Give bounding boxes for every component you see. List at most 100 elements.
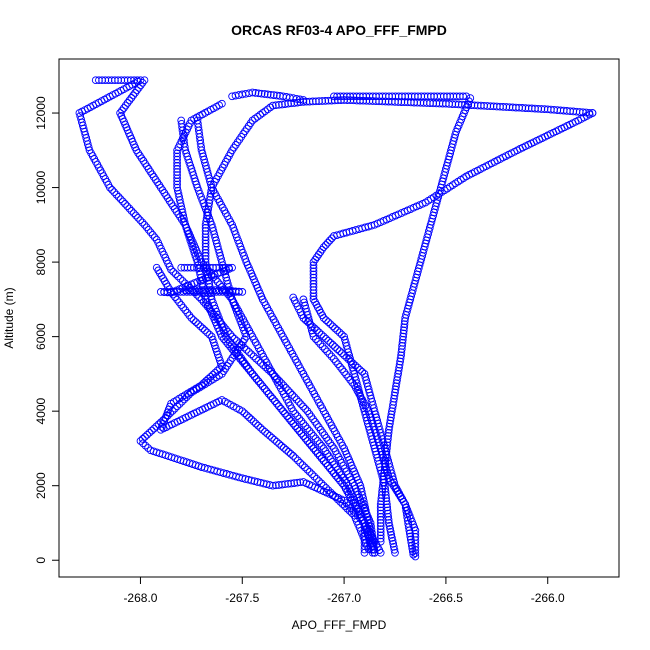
data-point xyxy=(284,386,292,395)
data-point xyxy=(398,335,407,344)
y-axis: 0 2000 4000 6000 8000 10000 12000 xyxy=(34,96,60,564)
data-point xyxy=(187,314,196,322)
y-tick-label: 10000 xyxy=(34,171,48,205)
data-point xyxy=(173,152,181,161)
data-point xyxy=(319,457,328,465)
data-point xyxy=(317,330,326,339)
data-point xyxy=(411,549,420,558)
data-point xyxy=(301,463,309,472)
data-point xyxy=(349,359,357,368)
data-point xyxy=(231,346,240,354)
data-point xyxy=(383,468,392,477)
data-point xyxy=(342,370,350,379)
data-point xyxy=(330,96,339,105)
data-point xyxy=(203,208,212,217)
data-point xyxy=(145,428,154,437)
data-point xyxy=(277,442,286,450)
data-point xyxy=(377,447,386,456)
data-point xyxy=(303,424,312,433)
data-point xyxy=(348,378,357,387)
data-point xyxy=(173,180,181,189)
data-point xyxy=(296,478,305,487)
data-point xyxy=(394,366,403,375)
data-point xyxy=(260,90,269,98)
data-point xyxy=(291,409,300,418)
data-point xyxy=(326,455,335,463)
data-point xyxy=(142,223,151,232)
data-point xyxy=(386,528,395,536)
data-point xyxy=(209,370,217,379)
y-tick-label: 2000 xyxy=(34,472,48,499)
data-point xyxy=(201,245,210,254)
data-point xyxy=(132,211,140,220)
data-point xyxy=(331,493,340,502)
data-point xyxy=(313,437,322,445)
data-point xyxy=(168,407,177,415)
data-point xyxy=(483,102,492,110)
data-point xyxy=(379,478,387,487)
data-point xyxy=(226,330,234,338)
data-point xyxy=(327,96,336,105)
data-point xyxy=(383,500,391,509)
data-point xyxy=(258,382,267,391)
data-point xyxy=(316,340,325,348)
data-point xyxy=(324,336,333,345)
data-point xyxy=(397,345,406,353)
data-point xyxy=(134,213,142,222)
data-point xyxy=(312,474,321,483)
y-tick-label: 8000 xyxy=(34,248,48,275)
data-point xyxy=(309,279,318,288)
data-point xyxy=(121,200,129,208)
data-point xyxy=(336,362,344,371)
data-point xyxy=(376,528,385,537)
data-point xyxy=(175,298,183,307)
data-point xyxy=(177,301,186,309)
data-point xyxy=(174,272,182,281)
data-point xyxy=(397,348,406,357)
data-point xyxy=(242,411,251,420)
data-point xyxy=(398,338,407,347)
data-point xyxy=(317,479,326,488)
data-point xyxy=(173,165,181,173)
data-point xyxy=(301,404,310,413)
data-point xyxy=(299,432,308,440)
data-point xyxy=(330,355,338,363)
data-point xyxy=(201,239,210,248)
data-point xyxy=(138,435,147,443)
data-point xyxy=(256,423,265,432)
data-point xyxy=(129,91,138,100)
data-point xyxy=(293,412,302,420)
data-point xyxy=(376,516,385,524)
data-point xyxy=(284,448,293,456)
data-point xyxy=(173,177,181,186)
data-point xyxy=(336,476,344,485)
data-point xyxy=(400,317,409,325)
data-point xyxy=(407,538,416,547)
data-point xyxy=(380,459,389,468)
data-point xyxy=(173,295,181,304)
data-point xyxy=(399,326,408,335)
data-point xyxy=(344,355,353,364)
data-point xyxy=(309,286,318,294)
data-point xyxy=(254,89,263,98)
data-point xyxy=(150,233,159,242)
data-point xyxy=(301,422,310,430)
data-point xyxy=(311,335,320,343)
data-point xyxy=(147,426,156,435)
data-point xyxy=(309,264,318,273)
data-point xyxy=(376,512,385,521)
data-point xyxy=(311,255,320,264)
data-point xyxy=(254,377,263,386)
data-point xyxy=(376,506,385,515)
data-point xyxy=(156,183,165,192)
data-point xyxy=(331,343,339,351)
data-point xyxy=(173,171,181,179)
data-point xyxy=(204,205,213,214)
data-point xyxy=(329,491,337,499)
data-point xyxy=(347,357,355,366)
data-point xyxy=(389,542,398,551)
data-point xyxy=(335,347,344,355)
data-point xyxy=(376,548,385,557)
data-point xyxy=(250,372,259,381)
data-point xyxy=(194,320,203,329)
